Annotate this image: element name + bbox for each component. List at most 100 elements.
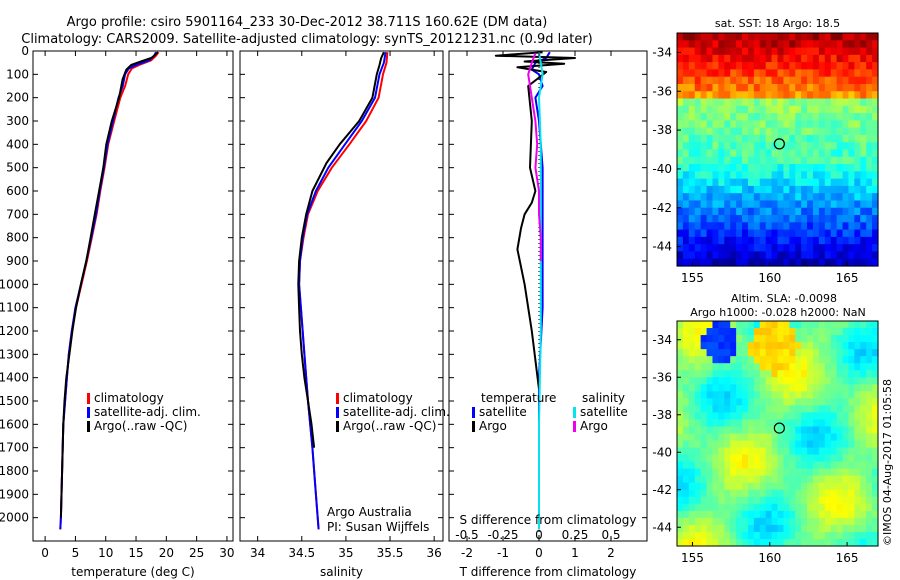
- map-cell: [848, 524, 855, 533]
- map-cell: [688, 412, 696, 421]
- map-cell: [765, 370, 773, 378]
- map-cell: [836, 538, 844, 547]
- map-cell: [700, 419, 708, 428]
- map-cell: [872, 244, 879, 253]
- map-cell: [848, 531, 855, 540]
- map-cell: [818, 496, 826, 505]
- map-cell: [677, 83, 684, 92]
- map-cell: [747, 517, 755, 526]
- map-cell: [742, 40, 749, 49]
- map-cell: [771, 229, 779, 238]
- map-cell: [718, 258, 725, 267]
- map-cell: [677, 200, 684, 209]
- map-cell: [712, 328, 719, 336]
- map-cell: [765, 335, 773, 343]
- map-cell: [747, 475, 755, 484]
- map-cell: [718, 517, 725, 526]
- map-cell: [830, 98, 838, 107]
- map-cell: [765, 127, 773, 136]
- map-cell: [742, 531, 749, 540]
- map-cell: [730, 156, 737, 165]
- map-cell: [736, 447, 743, 456]
- map-cell: [848, 69, 855, 78]
- map-cell: [795, 384, 802, 392]
- map-cell: [724, 47, 731, 56]
- map-cell: [682, 178, 690, 187]
- map-cell: [836, 447, 844, 456]
- map-cell: [724, 454, 731, 463]
- map-cell: [718, 328, 725, 336]
- map-cell: [771, 54, 779, 63]
- map-cell: [694, 127, 702, 136]
- map-cell: [783, 440, 790, 449]
- map-cell: [742, 171, 749, 180]
- map-cell: [872, 461, 879, 470]
- map-cell: [783, 251, 790, 260]
- plot-frame: [448, 50, 648, 542]
- map-cell: [747, 461, 755, 470]
- map-cell: [677, 193, 684, 202]
- map-cell: [777, 335, 785, 343]
- map-cell: [818, 258, 826, 267]
- map-cell: [730, 200, 737, 209]
- map-cell: [712, 391, 719, 399]
- map-cell: [724, 496, 731, 505]
- map-cell: [830, 69, 838, 78]
- map-cell: [700, 321, 708, 329]
- map-cell: [789, 405, 796, 414]
- map-cell: [807, 517, 814, 526]
- map-cell: [682, 127, 690, 136]
- map-cell: [712, 531, 719, 540]
- map-cell: [730, 447, 737, 456]
- map-cell: [730, 171, 737, 180]
- map-cell: [872, 447, 879, 456]
- map-cell: [860, 538, 867, 547]
- map-cell: [842, 531, 850, 540]
- map-cell: [747, 363, 755, 371]
- map-cell: [807, 40, 814, 49]
- map-cell: [836, 419, 844, 428]
- map-cell: [771, 489, 779, 498]
- map-cell: [818, 185, 826, 194]
- map-cell: [759, 377, 767, 385]
- map-cell: [753, 91, 761, 100]
- map-cell: [854, 503, 861, 512]
- map-cell: [682, 503, 690, 512]
- map-cell: [688, 524, 696, 533]
- map-cell: [682, 76, 690, 85]
- map-cell: [753, 440, 761, 449]
- map-cell: [694, 510, 702, 519]
- map-cell: [765, 363, 773, 371]
- map-cell: [765, 134, 773, 143]
- map-cell: [742, 149, 749, 158]
- map-cell: [677, 156, 684, 165]
- map-cell: [783, 454, 790, 463]
- map-cell: [854, 447, 861, 456]
- salinity-annotation-line1: Argo Australia: [327, 505, 412, 519]
- map-cell: [700, 356, 708, 364]
- map-y-tick-label: -44: [652, 520, 672, 534]
- map-cell: [807, 251, 814, 260]
- map-cell: [718, 538, 725, 547]
- map-cell: [872, 342, 879, 350]
- map-cell: [747, 503, 755, 512]
- map-cell: [688, 398, 696, 406]
- map-cell: [807, 531, 814, 540]
- map-cell: [677, 149, 684, 158]
- depth-tick-label: 1100: [0, 301, 29, 315]
- map-cell: [818, 171, 826, 180]
- map-cell: [807, 142, 814, 151]
- depth-tick-label: 800: [6, 231, 29, 245]
- map-cell: [682, 468, 690, 477]
- map-cell: [677, 40, 684, 49]
- map-cell: [789, 482, 796, 491]
- map-cell: [677, 384, 684, 392]
- map-cell: [830, 391, 838, 399]
- temperature-legend-swatch: [87, 407, 90, 418]
- map-cell: [848, 120, 855, 129]
- map-cell: [712, 426, 719, 435]
- map-cell: [789, 156, 796, 165]
- map-cell: [677, 236, 684, 245]
- map-cell: [718, 419, 725, 428]
- map-cell: [801, 105, 808, 114]
